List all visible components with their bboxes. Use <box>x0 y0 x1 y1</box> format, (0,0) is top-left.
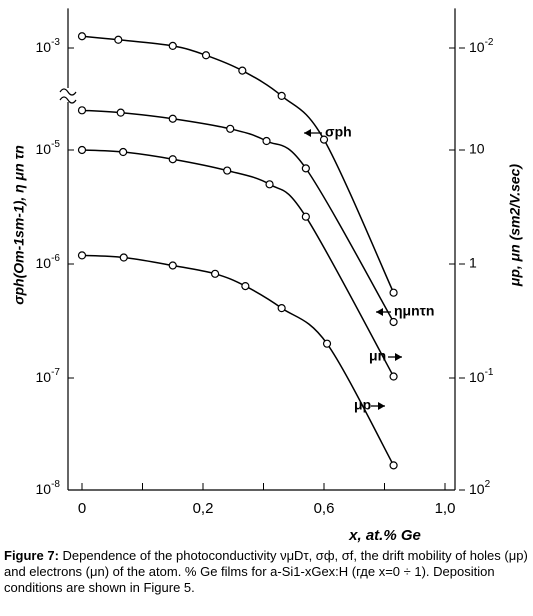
data-point <box>77 251 87 260</box>
series-label: μn <box>369 348 386 364</box>
curve <box>81 149 395 377</box>
data-point <box>223 166 232 175</box>
data-point <box>119 253 128 262</box>
data-point <box>301 212 310 221</box>
data-point <box>277 304 286 313</box>
data-point <box>241 281 250 291</box>
data-point <box>301 164 310 173</box>
data-point <box>226 124 235 133</box>
data-point <box>114 35 123 44</box>
caption-text: Dependence of the photoconductivity νμDτ… <box>4 548 528 595</box>
y-tick-label: 10-6 <box>36 253 61 271</box>
data-point <box>168 261 177 270</box>
x-axis-label: x, at.% Ge <box>348 527 421 544</box>
data-point <box>119 147 128 157</box>
y-tick-label: 10-7 <box>36 367 61 385</box>
data-point <box>389 372 398 381</box>
data-point <box>238 66 247 75</box>
arrow-head <box>395 353 402 361</box>
data-point <box>322 339 332 348</box>
axis-break <box>59 88 77 104</box>
x-tick-label: 0 <box>78 500 86 517</box>
series-label: ημnτn <box>394 303 434 319</box>
y2-tick-label: 10-1 <box>469 367 494 385</box>
data-point <box>116 108 125 117</box>
curve <box>81 254 395 466</box>
arrow-head <box>304 129 311 137</box>
data-point <box>77 32 87 41</box>
figure-caption: Figure 7: Dependence of the photoconduct… <box>4 548 529 596</box>
y-tick-label: 10-3 <box>36 37 61 55</box>
y-tick-label: 10-8 <box>36 479 61 497</box>
data-point <box>168 155 177 164</box>
data-point <box>389 317 398 327</box>
data-point <box>201 51 211 60</box>
y2-tick-label: 102 <box>469 479 491 497</box>
data-point <box>168 41 177 50</box>
data-point <box>389 461 398 470</box>
data-point <box>319 135 329 144</box>
x-tick-label: 0,6 <box>314 500 335 517</box>
data-point <box>265 180 274 189</box>
data-point <box>389 288 398 297</box>
arrow-head <box>376 308 383 316</box>
caption-label: Figure 7: <box>4 548 59 563</box>
series-label: μp <box>354 397 371 413</box>
data-point <box>211 269 220 278</box>
y2-tick-label: 1 <box>469 255 477 271</box>
x-tick-label: 0,2 <box>193 500 214 517</box>
data-point <box>277 91 286 101</box>
data-point <box>262 136 271 146</box>
y-axis-label: σph(Om-1sm-1), η μn τn <box>11 145 27 305</box>
data-point <box>77 106 87 115</box>
chart: x, at.% Ge σph(Om-1sm-1), η μn τn μp, μn… <box>11 8 523 544</box>
data-point <box>168 114 177 123</box>
y2-axis-label: μp, μn (sm2/V.sec) <box>507 164 523 288</box>
x-tick-label: 1,0 <box>435 500 456 517</box>
data-point <box>77 145 87 155</box>
series-label: σph <box>325 124 352 140</box>
y2-tick-label: 10 <box>469 141 485 157</box>
y2-tick-label: 10-2 <box>469 37 494 55</box>
arrow-head <box>378 402 385 410</box>
y-tick-label: 10-5 <box>36 139 61 157</box>
curve <box>81 35 395 294</box>
